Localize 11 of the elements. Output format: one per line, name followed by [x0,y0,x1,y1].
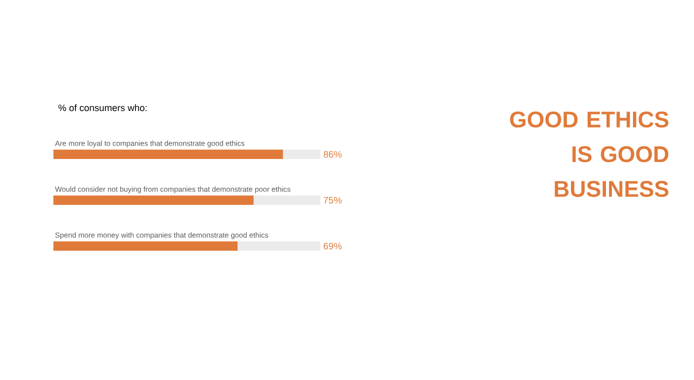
bar [254,195,320,205]
bar [53,195,254,205]
data-label: 75% [324,196,342,204]
data-label: 86% [324,150,342,158]
text: GOOD ETHICS IS GOOD BUSINESS [510,111,668,197]
data-label: 69% [324,242,342,250]
bar [238,241,320,251]
chart-subtitle: % of consumers who: [58,104,147,111]
bar [53,241,238,251]
bar [53,149,283,159]
bar [282,149,320,159]
